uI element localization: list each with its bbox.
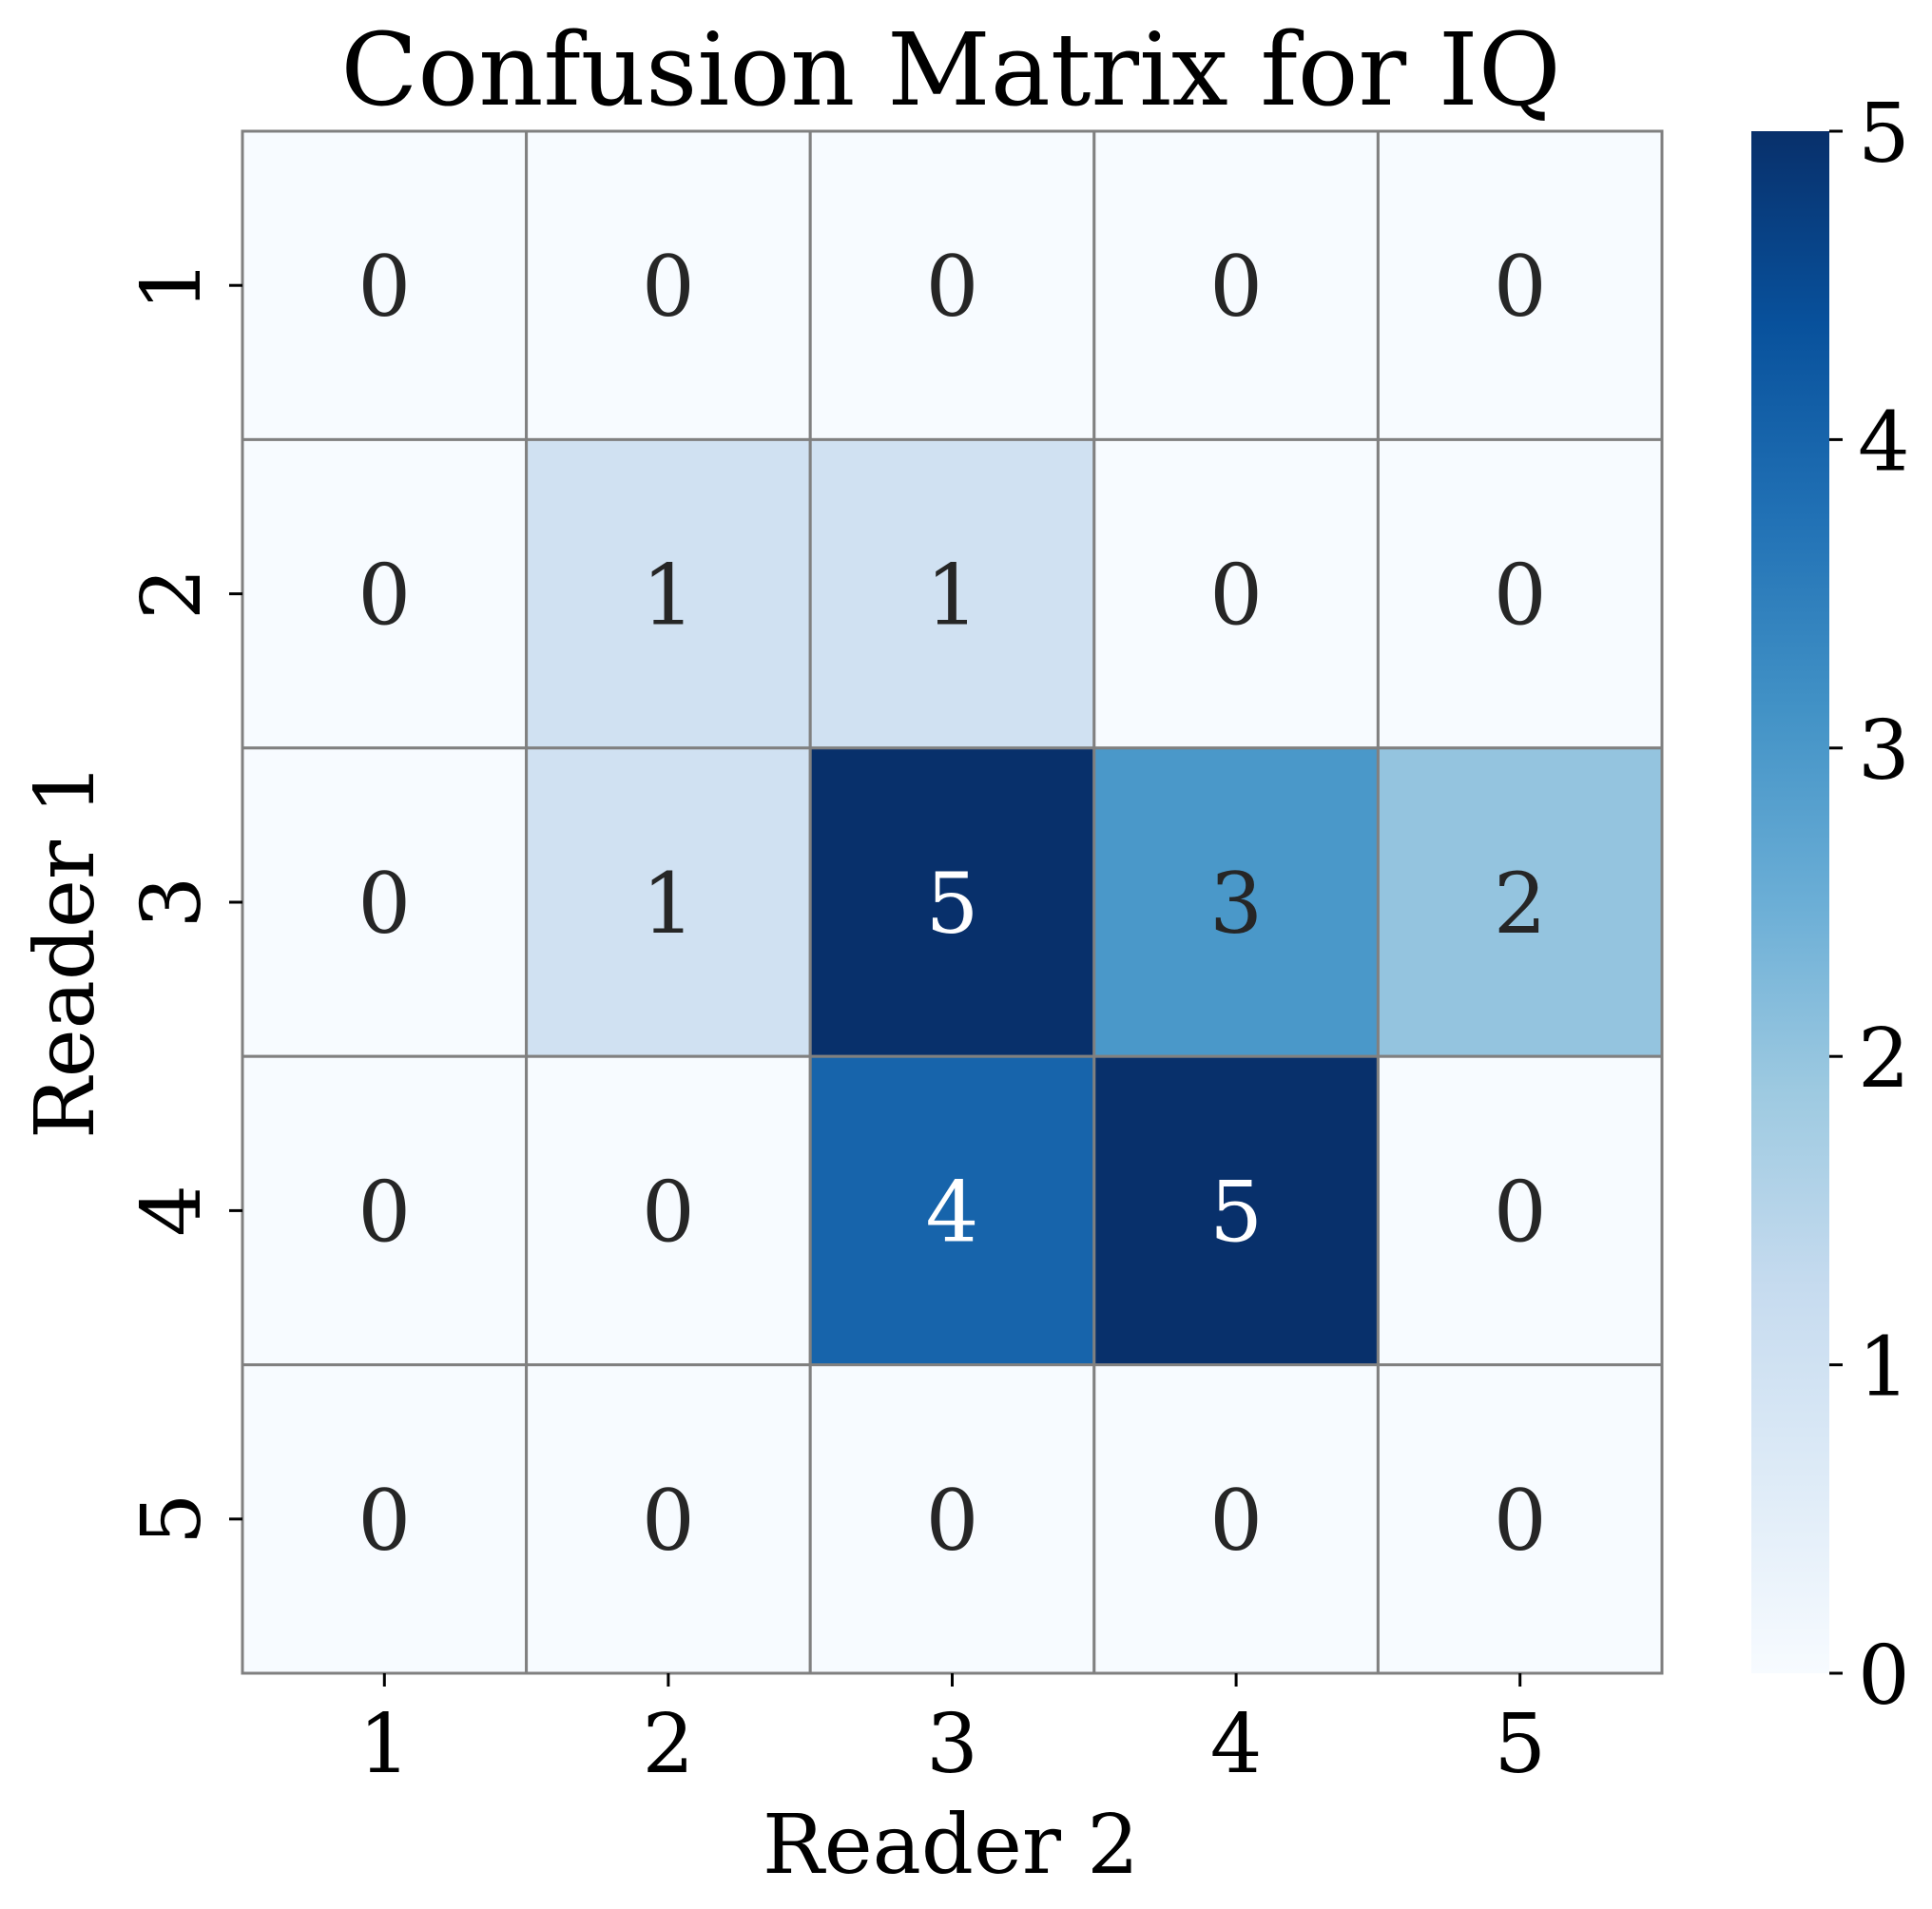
heatmap-cell-value: 0 [1494,238,1547,336]
x-axis-ticks: 1 2 3 4 5 [358,1673,1546,1792]
heatmap-cell [1376,1054,1664,1367]
heatmap-cell-value: 5 [1209,1163,1263,1261]
heatmap-cell [1376,746,1664,1058]
heatmap-cell [241,129,529,441]
y-tick-label: 3 [125,877,220,929]
colorbar-tick-label: 4 [1858,395,1910,490]
heatmap-cell-value: 0 [1209,547,1263,645]
heatmap-cell-value: 0 [1494,1163,1547,1261]
x-tick-label: 2 [643,1697,695,1792]
colorbar-tick-label: 5 [1858,87,1910,182]
x-tick-label: 5 [1494,1697,1546,1792]
heatmap-cell-value: 1 [642,547,695,645]
heatmap-cell [241,437,529,750]
x-tick-label: 1 [358,1697,411,1792]
heatmap-cell-value: 0 [1494,1472,1547,1570]
colorbar-tick-label: 2 [1858,1012,1910,1107]
heatmap-cell-value: 0 [642,238,695,336]
chart-title: Confusion Matrix for IQ [340,11,1560,128]
heatmap-cell [241,1363,529,1675]
colorbar-ticks: 0 1 2 3 4 5 [1829,87,1910,1724]
heatmap-cell [808,437,1096,750]
heatmap-cell [1376,1363,1664,1675]
heatmap-cell-value: 0 [926,238,979,336]
heatmap-cell [1092,129,1380,441]
heatmap-cell-value: 0 [926,1472,979,1570]
heatmap-cell [525,746,812,1058]
heatmap-cell [808,1054,1096,1367]
heatmap-cell-value: 1 [926,547,979,645]
heatmap-cell-labels: 0 0 0 0 0 0 1 1 0 0 0 1 5 3 2 0 0 4 5 0 0 0 0 0 0 [357,238,1546,1570]
heatmap-cell [1092,746,1380,1058]
heatmap-cell [525,1363,812,1675]
heatmap-cell-value: 0 [642,1163,695,1261]
colorbar-tick-label: 1 [1858,1321,1910,1416]
heatmap-cell-value: 2 [1494,855,1547,953]
heatmap-cell-value: 5 [926,855,979,953]
heatmap-cell [1376,129,1664,441]
heatmap-cell [1376,437,1664,750]
heatmap-cell-value: 0 [642,1472,695,1570]
heatmap-cell-value: 0 [357,855,411,953]
x-axis-label: Reader 2 [763,1798,1139,1893]
colorbar-tick-label: 0 [1858,1629,1910,1724]
heatmap-cell-value: 0 [1209,1472,1263,1570]
heatmap-cell [525,129,812,441]
heatmap-cell-value: 3 [1209,855,1263,953]
heatmap-cell-value: 1 [642,855,695,953]
heatmap-cell [808,1363,1096,1675]
heatmap-cell-value: 0 [1209,238,1263,336]
heatmap-cell [808,129,1096,441]
colorbar-tick-label: 3 [1858,704,1910,799]
y-tick-label: 2 [125,568,220,620]
colorbar: 0 1 2 3 4 5 [1751,87,1910,1724]
heatmap-cell [808,746,1096,1058]
colorbar-gradient [1751,131,1829,1673]
heatmap-cell-value: 4 [926,1163,979,1261]
heatmap-cell [525,1054,812,1367]
heatmap-cell-value: 0 [357,238,411,336]
y-axis-label: Reader 1 [18,762,113,1139]
heatmap-cell-value: 0 [357,547,411,645]
y-tick-label: 1 [125,260,220,312]
x-tick-label: 4 [1210,1697,1263,1792]
x-tick-label: 3 [926,1697,978,1792]
heatmap-cell [1092,1054,1380,1367]
y-axis-ticks: 1 2 3 4 5 [125,260,242,1545]
heatmap-cell-value: 0 [357,1163,411,1261]
heatmap-cell-value: 0 [1494,547,1547,645]
y-tick-label: 4 [125,1185,220,1237]
heatmap-cell-value: 0 [357,1472,411,1570]
y-tick-label: 5 [125,1493,220,1545]
heatmap-cells [241,129,1664,1675]
